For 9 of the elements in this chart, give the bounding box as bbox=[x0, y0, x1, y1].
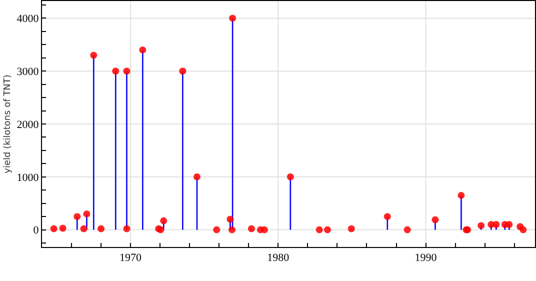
y-tick-label: 4000 bbox=[16, 13, 40, 26]
x-tick-label: 1990 bbox=[414, 252, 438, 264]
x-tick-label: 1980 bbox=[267, 252, 290, 264]
y-tick-label: 3000 bbox=[16, 66, 40, 78]
y-tick-label: 2000 bbox=[16, 118, 40, 131]
y-axis-title: yield (kilotons of TNT) bbox=[3, 74, 14, 174]
y-tick-label: 0 bbox=[33, 224, 40, 237]
x-tick-label: 1970 bbox=[120, 252, 142, 264]
y-tick-label: 1000 bbox=[16, 172, 40, 184]
